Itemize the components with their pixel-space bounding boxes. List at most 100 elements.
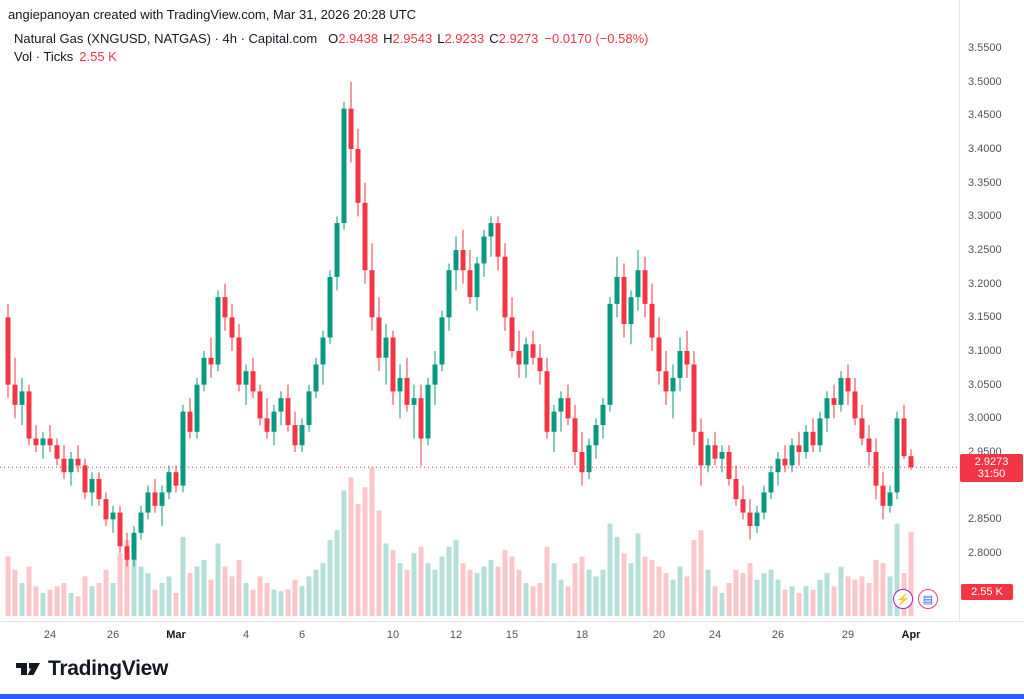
flash-badge-icon[interactable]: ⚡	[893, 589, 913, 609]
volume-bar	[5, 556, 11, 616]
volume-bar	[866, 583, 872, 616]
candle-body	[460, 250, 466, 271]
candle-body	[628, 297, 634, 325]
candle-body	[544, 371, 550, 432]
candle-body	[754, 512, 760, 527]
media-badge-icon[interactable]: ▤	[918, 589, 938, 609]
time-axis-tick: 26	[106, 629, 120, 641]
volume-bar	[803, 586, 809, 616]
price-axis-tick: 3.4500	[968, 109, 1002, 122]
price-axis-tick: 3.0500	[968, 378, 1002, 391]
candle-body	[341, 108, 347, 224]
candle-body	[404, 377, 410, 405]
price-axis-tick: 3.1000	[968, 345, 1002, 357]
candle-body	[565, 398, 571, 419]
candle-body	[19, 391, 25, 405]
volume-bar	[467, 569, 473, 616]
volume-bar	[110, 583, 116, 616]
volume-legend-row: Vol · Ticks 2.55 K	[14, 48, 648, 66]
candle-body	[390, 337, 396, 392]
volume-bar	[537, 583, 543, 616]
candle-body	[684, 351, 690, 365]
candle-body	[866, 438, 872, 452]
candle-body	[222, 297, 228, 318]
volume-bar	[327, 540, 333, 616]
candle-body	[40, 438, 46, 446]
price-axis-tick: 2.8500	[968, 513, 1002, 526]
candle-body	[355, 149, 361, 203]
price-axis-tick: 3.0000	[968, 412, 1002, 425]
time-axis-tick: 10	[386, 629, 400, 641]
candle-body	[852, 391, 858, 419]
candle-body	[642, 270, 648, 304]
candle-body	[782, 458, 788, 466]
volume-bar	[663, 573, 669, 616]
candle-body	[663, 371, 669, 392]
candle-body	[691, 364, 697, 432]
volume-bar	[530, 586, 536, 616]
volume-bar	[383, 543, 389, 616]
volume-bar	[131, 559, 137, 616]
candle-body	[775, 458, 781, 473]
volume-bar	[180, 536, 186, 616]
price-axis[interactable]: 3.5500 3.5000 3.4500 3.4000 3.3500 3.3000 3.25…	[959, 0, 1024, 621]
volume-bar	[446, 546, 452, 616]
volume-bar	[474, 573, 480, 616]
price-axis-tick: 3.1500	[968, 311, 1002, 324]
candle-body	[54, 445, 60, 459]
time-axis-tick: 6	[298, 629, 306, 641]
candle-body	[292, 425, 298, 446]
candle-body	[831, 398, 837, 405]
candle-body	[845, 377, 851, 392]
volume-bar	[159, 583, 165, 616]
candle-body	[166, 472, 172, 493]
volume-bar	[369, 467, 375, 616]
candle-body	[369, 270, 375, 318]
volume-bar	[418, 546, 424, 616]
close-value: 2.9273	[498, 31, 539, 46]
volume-bar	[61, 583, 67, 616]
candle-body	[131, 532, 137, 560]
volume-bar	[390, 550, 396, 616]
candle-body	[173, 472, 179, 486]
volume-bar	[89, 586, 95, 616]
volume-bar	[873, 559, 879, 616]
candle-body	[5, 317, 11, 385]
volume-bar	[187, 573, 193, 616]
candle-body	[348, 108, 354, 149]
current-price: 2.9273	[974, 456, 1009, 469]
tradingview-logo[interactable]: TradingView	[16, 657, 168, 681]
time-axis-tick: 20	[652, 629, 666, 641]
candle-body	[495, 223, 501, 257]
volume-bar	[516, 569, 522, 616]
volume-bar	[621, 553, 627, 616]
candle-body	[838, 377, 844, 405]
volume-bar	[502, 550, 508, 616]
volume-bar	[845, 576, 851, 616]
candle-body	[61, 458, 67, 473]
volume-bar	[460, 563, 466, 616]
candle-body	[313, 364, 319, 392]
volume-legend-label: Vol · Ticks	[14, 49, 74, 64]
volume-bar	[68, 592, 74, 616]
volume-bar	[859, 576, 865, 616]
volume-bar	[558, 579, 564, 616]
volume-bar	[796, 592, 802, 616]
candle-body	[509, 317, 515, 351]
chart-legend: Natural Gas (XNGUSD, NATGAS) · 4h · Capi…	[14, 30, 648, 66]
candle-body	[593, 425, 599, 446]
volume-bar	[271, 589, 277, 616]
time-axis[interactable]: 24 26 Mar 4 6 10 12 15 18 20 24 26 29 Apr	[0, 621, 1024, 652]
volume-bar	[194, 566, 200, 616]
candle-body	[600, 404, 606, 426]
volume-bar	[698, 530, 704, 616]
candle-body	[894, 418, 900, 493]
current-price-label: 2.9273 31:50	[960, 454, 1023, 483]
candle-body	[250, 371, 256, 392]
volume-bar	[544, 546, 550, 616]
volume-bar	[551, 563, 557, 616]
candle-body	[523, 344, 529, 365]
candle-body	[96, 478, 102, 500]
volume-bar	[362, 487, 368, 616]
